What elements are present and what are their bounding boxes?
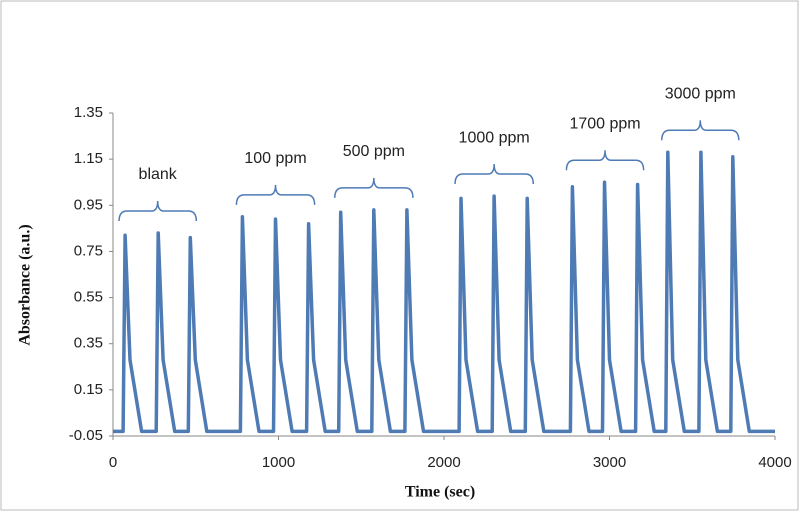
brace	[236, 185, 314, 205]
brace	[119, 201, 196, 221]
annotation: 1700 ppm	[569, 115, 640, 132]
annotation: 100 ppm	[244, 150, 306, 167]
brace	[662, 120, 739, 140]
y-tick-label: 1.15	[74, 150, 103, 167]
x-tick-label: 2000	[427, 454, 460, 471]
y-tick-label: 1.35	[74, 104, 103, 121]
annotation: 3000 ppm	[665, 85, 736, 102]
brace	[455, 164, 533, 184]
y-tick-label: 0.15	[74, 381, 103, 398]
y-tick-label: 0.55	[74, 289, 103, 306]
x-tick-label: 1000	[262, 454, 295, 471]
brace	[566, 150, 643, 170]
x-axis-label: Time (sec)	[405, 484, 475, 501]
y-tick-label: 0.95	[74, 196, 103, 213]
annotation: blank	[139, 166, 178, 183]
y-axis-label: Absorbance (a.u.)	[17, 224, 34, 345]
annotation: 500 ppm	[343, 143, 405, 160]
x-tick-label: 4000	[758, 454, 791, 471]
chart: Time (sec) Absorbance (a.u.) -0.05 0.15 0.…	[0, 0, 800, 512]
data-line	[113, 152, 775, 431]
x-tick-label: 0	[109, 454, 117, 471]
y-tick-label: 0.35	[74, 335, 103, 352]
y-tick-label: 0.75	[74, 242, 103, 259]
brace	[335, 178, 413, 198]
y-tick-label: -0.05	[69, 427, 103, 444]
annotation: 1000 ppm	[459, 129, 530, 146]
x-tick-label: 3000	[593, 454, 626, 471]
frame	[1, 1, 798, 510]
